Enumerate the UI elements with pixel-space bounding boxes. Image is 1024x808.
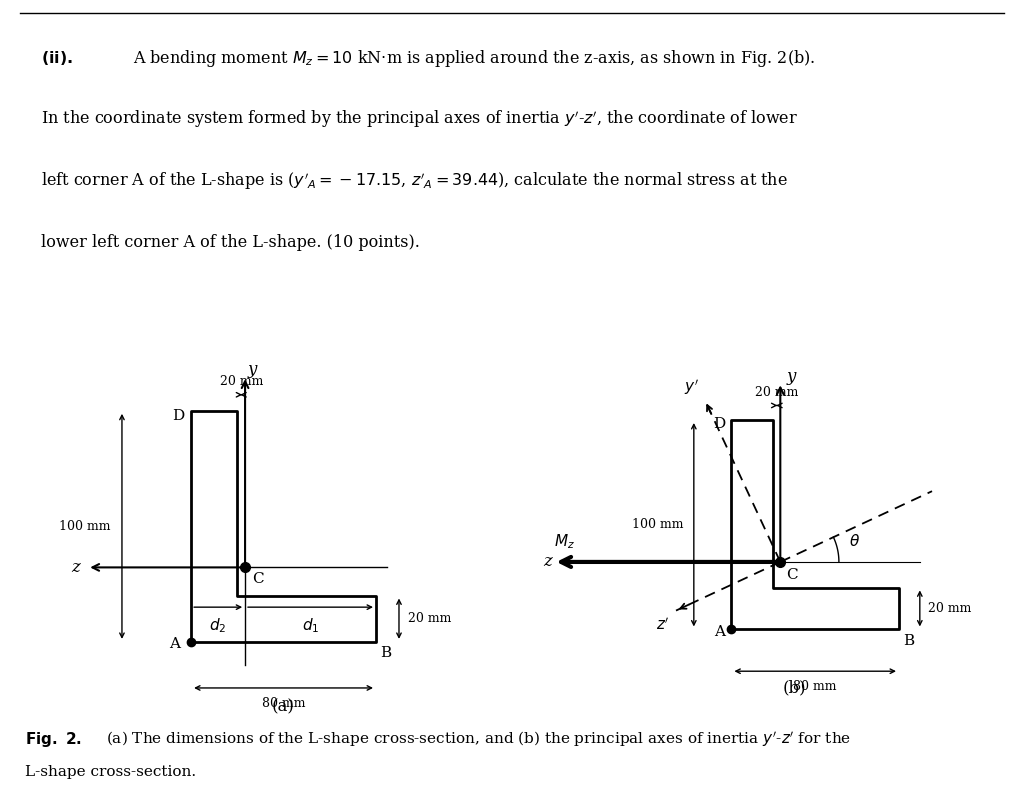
Text: y: y xyxy=(248,361,257,378)
Text: A: A xyxy=(169,638,179,651)
Text: B: B xyxy=(381,646,391,660)
Text: 100 mm: 100 mm xyxy=(632,518,683,531)
Text: $\mathbf{(ii).}$: $\mathbf{(ii).}$ xyxy=(41,49,73,67)
Text: 20 mm: 20 mm xyxy=(928,602,972,615)
Text: D: D xyxy=(713,417,725,431)
Text: In the coordinate system formed by the principal axes of inertia $y'$-$z'$, the : In the coordinate system formed by the p… xyxy=(41,109,798,130)
Text: $\mathbf{Fig.\ 2.}$: $\mathbf{Fig.\ 2.}$ xyxy=(26,730,82,749)
Text: C: C xyxy=(786,568,799,583)
Text: 20 mm: 20 mm xyxy=(219,375,263,388)
Text: C: C xyxy=(252,572,263,586)
Text: 20 mm: 20 mm xyxy=(755,386,799,399)
Text: A bending moment $M_z = 10$ kN$\cdot$m is applied around the z-axis, as shown in: A bending moment $M_z = 10$ kN$\cdot$m i… xyxy=(133,48,815,69)
Text: (a) The dimensions of the L-shape cross-section, and (b) the principal axes of i: (a) The dimensions of the L-shape cross-… xyxy=(105,730,851,749)
Text: y: y xyxy=(786,368,796,385)
Text: D: D xyxy=(172,409,184,423)
Text: $z'$: $z'$ xyxy=(656,617,670,633)
Text: z: z xyxy=(72,559,80,576)
Text: z: z xyxy=(543,553,552,570)
Text: $y'$: $y'$ xyxy=(684,377,698,397)
Text: lower left corner A of the L-shape. (10 points).: lower left corner A of the L-shape. (10 … xyxy=(41,234,420,251)
Text: $d_2$: $d_2$ xyxy=(210,617,227,635)
Text: $\theta$: $\theta$ xyxy=(849,533,860,549)
Text: 100 mm: 100 mm xyxy=(59,520,111,532)
Text: $M_z$: $M_z$ xyxy=(554,532,574,552)
Text: (b): (b) xyxy=(782,680,806,696)
Text: L-shape cross-section.: L-shape cross-section. xyxy=(26,764,197,779)
Text: 80 mm: 80 mm xyxy=(262,697,305,710)
Text: left corner A of the L-shape is ($y'_A = -17.15$, $z'_A = 39.44$), calculate the: left corner A of the L-shape is ($y'_A =… xyxy=(41,170,787,191)
Text: 80 mm: 80 mm xyxy=(794,680,837,692)
Text: B: B xyxy=(903,633,914,647)
Text: $d_1$: $d_1$ xyxy=(302,617,319,635)
Text: A: A xyxy=(714,625,725,639)
Text: (a): (a) xyxy=(272,698,295,715)
Text: 20 mm: 20 mm xyxy=(409,612,452,625)
